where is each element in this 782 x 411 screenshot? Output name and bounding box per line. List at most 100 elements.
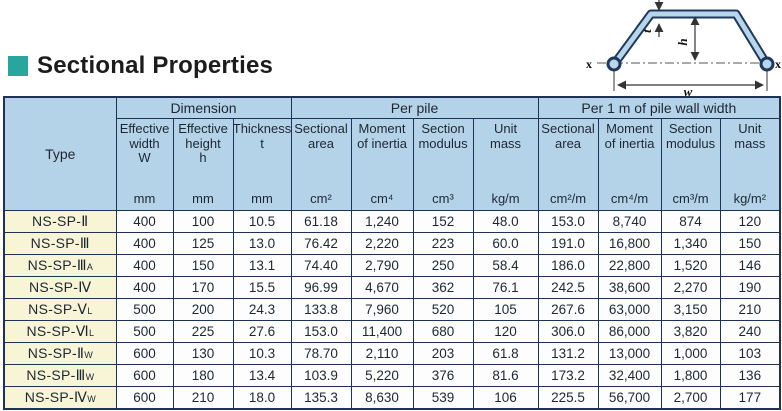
cell-section-modulus-pile: 520 — [412, 298, 474, 321]
table-row: NS-SP-Ⅲ 400 125 13.0 76.42 2,220 223 60.… — [3, 232, 781, 255]
table-row: NS-SP-Ⅳ 400 170 15.5 96.99 4,670 362 76.… — [3, 276, 781, 299]
cell-unit-mass-pile: 60.0 — [472, 232, 539, 255]
cell-unit-mass-wall: 136 — [719, 364, 781, 387]
cell-effective-width: 400 — [115, 210, 174, 233]
cell-sectional-area-pile: 96.99 — [290, 276, 352, 299]
cell-thickness: 13.0 — [232, 232, 292, 255]
cell-section-modulus-pile: 376 — [412, 364, 474, 387]
cell-thickness: 15.5 — [232, 276, 292, 299]
cell-moment-inertia-pile: 2,110 — [350, 342, 414, 365]
cell-effective-width: 400 — [115, 254, 174, 277]
type-column-header: Type — [3, 96, 117, 211]
pile-type: NS-SP-Ⅲ — [3, 232, 117, 255]
cell-moment-inertia-pile: 11,400 — [350, 320, 414, 343]
cell-sectional-area-wall: 191.0 — [537, 232, 599, 255]
cell-sectional-area-pile: 133.8 — [290, 298, 352, 321]
cell-sectional-area-pile: 74.40 — [290, 254, 352, 277]
cell-section-modulus-pile: 539 — [412, 386, 474, 410]
cell-section-modulus-pile: 680 — [412, 320, 474, 343]
cell-section-modulus-pile: 250 — [412, 254, 474, 277]
cell-unit-mass-wall: 177 — [719, 386, 781, 410]
cell-section-modulus-wall: 2,270 — [660, 276, 721, 299]
pile-type: NS-SP-ⅢA — [3, 254, 117, 277]
col-thickness: Thickness t mm — [232, 118, 292, 211]
cell-effective-height: 170 — [172, 276, 234, 299]
pile-type: NS-SP-ⅢW — [3, 364, 117, 387]
cell-effective-width: 500 — [115, 298, 174, 321]
cell-unit-mass-pile: 61.8 — [472, 342, 539, 365]
cell-unit-mass-wall: 240 — [719, 320, 781, 343]
cell-section-modulus-wall: 2,700 — [660, 386, 721, 410]
col-effective-height: Effective height h mm — [172, 118, 234, 211]
cell-moment-inertia-wall: 13,000 — [597, 342, 662, 365]
cell-section-modulus-pile: 223 — [412, 232, 474, 255]
cell-unit-mass-wall: 210 — [719, 298, 781, 321]
cell-thickness: 18.0 — [232, 386, 292, 410]
col-section-modulus-wall: Section modulus cm³/m — [660, 118, 721, 211]
pile-type: NS-SP-Ⅱ — [3, 210, 117, 233]
cell-moment-inertia-wall: 38,600 — [597, 276, 662, 299]
table-row: NS-SP-ⅢA 400 150 13.1 74.40 2,790 250 58… — [3, 254, 781, 277]
cell-sectional-area-wall: 153.0 — [537, 210, 599, 233]
col-moment-inertia-pile: Moment of inertia cm⁴ — [350, 118, 414, 211]
cell-effective-height: 180 — [172, 364, 234, 387]
col-sectional-area-wall: Sectional area cm²/m — [537, 118, 599, 211]
cell-moment-inertia-wall: 16,800 — [597, 232, 662, 255]
cell-section-modulus-wall: 1,520 — [660, 254, 721, 277]
x-axis-label-right: x — [775, 57, 781, 71]
cell-moment-inertia-pile: 5,220 — [350, 364, 414, 387]
cell-moment-inertia-wall: 63,000 — [597, 298, 662, 321]
page-title: Sectional Properties — [37, 52, 274, 79]
pile-type: NS-SP-ⅣW — [3, 386, 117, 410]
cell-sectional-area-wall: 186.0 — [537, 254, 599, 277]
table-row: NS-SP-ⅥL 500 225 27.6 153.0 11,400 680 1… — [3, 320, 781, 343]
cell-sectional-area-wall: 173.2 — [537, 364, 599, 387]
interlock-left — [606, 56, 622, 72]
col-section-modulus-pile: Section modulus cm³ — [412, 118, 474, 211]
cell-section-modulus-wall: 3,150 — [660, 298, 721, 321]
pile-type: NS-SP-ⅥL — [3, 320, 117, 343]
cell-unit-mass-pile: 81.6 — [472, 364, 539, 387]
cell-sectional-area-wall: 225.5 — [537, 386, 599, 410]
cell-moment-inertia-pile: 2,790 — [350, 254, 414, 277]
section-bullet-icon — [8, 56, 28, 76]
cell-unit-mass-pile: 58.4 — [472, 254, 539, 277]
group-header-row: Type Dimension Per pile Per 1 m of pile … — [3, 96, 781, 211]
cell-section-modulus-pile: 362 — [412, 276, 474, 299]
h-dim-label: h — [675, 38, 690, 45]
w-dim-label: w — [684, 84, 693, 96]
cell-effective-height: 225 — [172, 320, 234, 343]
cell-sectional-area-pile: 76.42 — [290, 232, 352, 255]
cell-effective-height: 200 — [172, 298, 234, 321]
cell-unit-mass-pile: 120 — [472, 320, 539, 343]
col-unit-mass-pile: Unit mass kg/m — [472, 118, 539, 211]
cell-sectional-area-wall: 267.6 — [537, 298, 599, 321]
cell-effective-height: 130 — [172, 342, 234, 365]
cell-section-modulus-wall: 1,000 — [660, 342, 721, 365]
x-axis-label-left: x — [586, 57, 592, 71]
cell-moment-inertia-wall: 32,400 — [597, 364, 662, 387]
cell-thickness: 10.5 — [232, 210, 292, 233]
cell-unit-mass-wall: 190 — [719, 276, 781, 299]
cell-sectional-area-pile: 61.18 — [290, 210, 352, 233]
sectional-properties-table: Type Dimension Per pile Per 1 m of pile … — [3, 96, 782, 410]
cell-section-modulus-pile: 203 — [412, 342, 474, 365]
cell-unit-mass-wall: 146 — [719, 254, 781, 277]
cell-moment-inertia-pile: 8,630 — [350, 386, 414, 410]
col-moment-inertia-wall: Moment of inertia cm⁴/m — [597, 118, 662, 211]
cell-sectional-area-pile: 103.9 — [290, 364, 352, 387]
cell-effective-width: 600 — [115, 364, 174, 387]
cell-effective-width: 400 — [115, 276, 174, 299]
cell-effective-width: 500 — [115, 320, 174, 343]
cell-thickness: 10.3 — [232, 342, 292, 365]
cell-moment-inertia-wall: 86,000 — [597, 320, 662, 343]
cell-thickness: 27.6 — [232, 320, 292, 343]
cell-effective-width: 600 — [115, 386, 174, 410]
table-row: NS-SP-ⅡW 600 130 10.3 78.70 2,110 203 61… — [3, 342, 781, 365]
cell-moment-inertia-pile: 7,960 — [350, 298, 414, 321]
cell-effective-height: 125 — [172, 232, 234, 255]
cell-thickness: 13.1 — [232, 254, 292, 277]
pile-type: NS-SP-ⅡW — [3, 342, 117, 365]
cell-sectional-area-pile: 78.70 — [290, 342, 352, 365]
